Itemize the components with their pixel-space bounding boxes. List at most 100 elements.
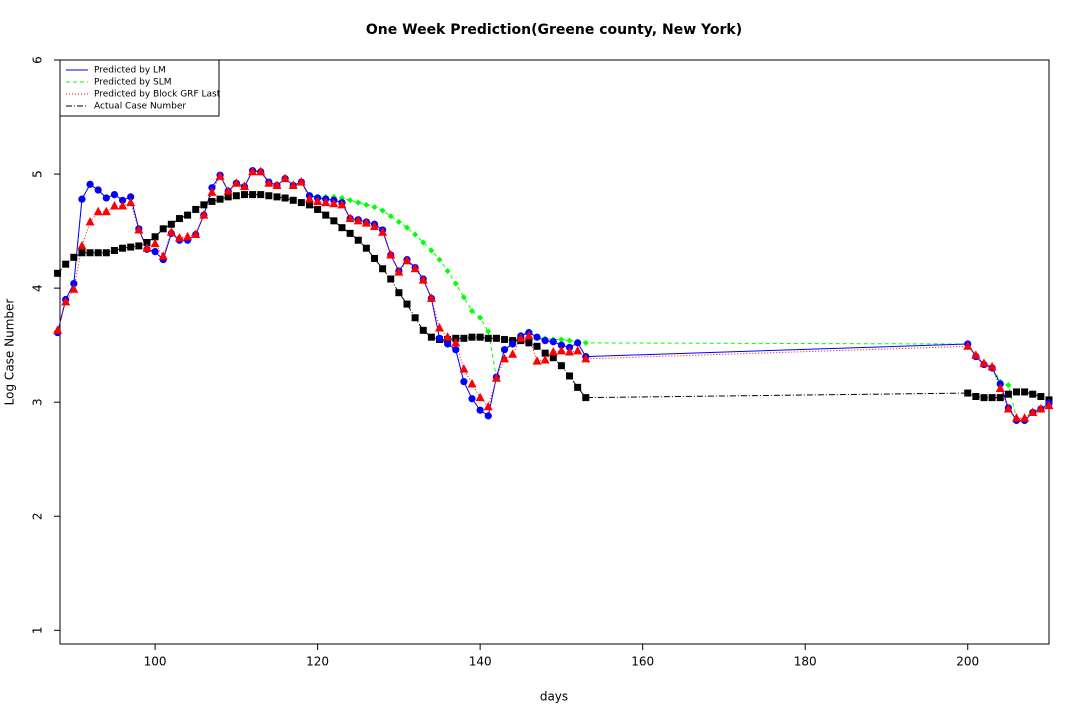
point: [232, 192, 240, 200]
point: [1005, 382, 1012, 389]
point: [573, 345, 583, 355]
point: [426, 293, 436, 302]
point: [86, 180, 94, 188]
point: [109, 201, 119, 210]
x-tick-label: 160: [631, 655, 654, 669]
point: [484, 412, 492, 420]
point: [548, 347, 558, 356]
point: [459, 364, 469, 373]
point: [94, 186, 102, 194]
point: [78, 249, 86, 257]
point: [93, 206, 103, 216]
point: [541, 349, 549, 357]
point: [239, 181, 249, 191]
point: [557, 341, 566, 349]
point: [387, 213, 394, 220]
point: [330, 217, 338, 225]
point: [436, 256, 443, 263]
point: [532, 356, 542, 365]
point: [167, 220, 175, 228]
point: [451, 337, 461, 347]
point: [476, 333, 484, 341]
point: [150, 238, 160, 248]
point: [329, 198, 339, 208]
point: [387, 275, 395, 283]
y-tick-label: 3: [31, 398, 45, 406]
point: [280, 173, 290, 183]
point: [338, 224, 346, 232]
point: [70, 253, 78, 261]
point: [321, 197, 331, 207]
point: [1036, 404, 1046, 413]
plot-frame: [59, 59, 1050, 645]
point: [403, 300, 411, 308]
point: [264, 178, 274, 187]
point: [231, 178, 241, 187]
point: [1028, 407, 1038, 416]
point: [980, 394, 988, 402]
point: [102, 249, 110, 257]
point: [435, 323, 445, 332]
point: [444, 340, 452, 348]
point: [110, 190, 119, 199]
point: [85, 216, 95, 226]
y-axis-title: Log Case Number: [3, 299, 17, 406]
point: [346, 229, 354, 237]
point: [289, 196, 297, 204]
point: [314, 205, 322, 213]
x-tick-label: 100: [144, 655, 167, 669]
point: [1020, 413, 1030, 422]
point: [971, 350, 981, 359]
point: [964, 389, 972, 397]
point: [200, 201, 208, 209]
x-tick-label: 180: [794, 655, 817, 669]
point: [216, 195, 224, 203]
point: [379, 265, 387, 273]
point: [240, 191, 248, 199]
point: [369, 221, 379, 231]
point: [345, 213, 355, 223]
point: [199, 210, 209, 219]
point: [159, 225, 167, 233]
point: [249, 191, 257, 199]
point: [127, 243, 135, 251]
point: [1004, 390, 1012, 398]
point: [566, 372, 574, 380]
point: [533, 333, 541, 341]
point: [296, 177, 306, 186]
point: [62, 260, 70, 268]
legend-label: Predicted by SLM: [94, 78, 172, 88]
point: [142, 243, 152, 252]
x-tick-label: 140: [469, 655, 492, 669]
point: [281, 194, 289, 202]
point: [127, 193, 135, 201]
point: [394, 267, 404, 276]
point: [491, 373, 501, 382]
point: [53, 325, 63, 334]
point: [355, 199, 362, 206]
point: [61, 296, 71, 306]
point: [191, 229, 201, 239]
point: [363, 201, 370, 208]
y-tick-label: 6: [31, 56, 45, 64]
point: [305, 201, 313, 209]
point: [192, 205, 200, 213]
point: [215, 171, 225, 180]
point: [353, 215, 363, 225]
point: [419, 326, 427, 334]
point: [354, 236, 362, 244]
point: [94, 249, 102, 257]
point: [979, 358, 989, 367]
point: [1029, 390, 1037, 398]
legend-label: Predicted by Block GRF Last: [94, 90, 221, 100]
point: [337, 199, 347, 209]
point: [427, 333, 435, 341]
point: [469, 307, 476, 314]
point: [297, 199, 305, 207]
point: [174, 232, 184, 242]
point: [313, 196, 323, 205]
point: [1011, 413, 1021, 422]
point: [508, 349, 518, 358]
point: [987, 361, 997, 371]
point: [565, 347, 575, 356]
